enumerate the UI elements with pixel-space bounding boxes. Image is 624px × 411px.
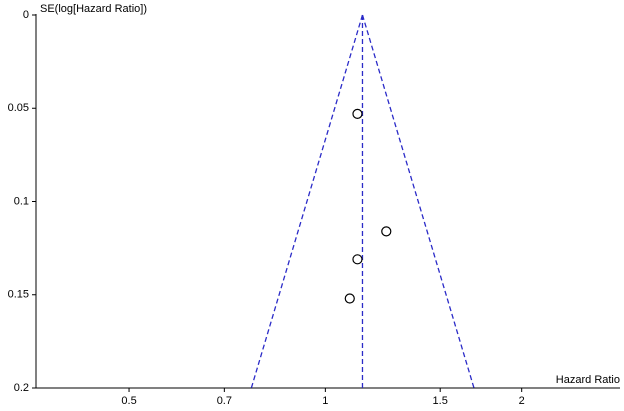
study-point [344, 293, 355, 304]
funnel-line [250, 14, 364, 389]
x-tick-label: 1.5 [433, 395, 448, 407]
x-axis-label: Hazard Ratio [556, 374, 620, 386]
x-tick-label: 0.5 [121, 395, 136, 407]
y-axis-label: SE(log[Hazard Ratio]) [40, 3, 147, 15]
study-point [352, 254, 363, 265]
y-tick-label: 0 [23, 9, 29, 21]
y-tick-label: 0.05 [8, 102, 29, 114]
x-tick-label: 1 [322, 395, 328, 407]
y-tick-label: 0.2 [14, 382, 29, 394]
study-point [352, 108, 363, 119]
funnel-line [361, 14, 475, 389]
x-tick-label: 2 [519, 395, 525, 407]
y-tick-label: 0.15 [8, 289, 29, 301]
x-tick-label: 0.7 [217, 395, 232, 407]
study-point [381, 226, 392, 237]
y-tick-label: 0.1 [14, 195, 29, 207]
